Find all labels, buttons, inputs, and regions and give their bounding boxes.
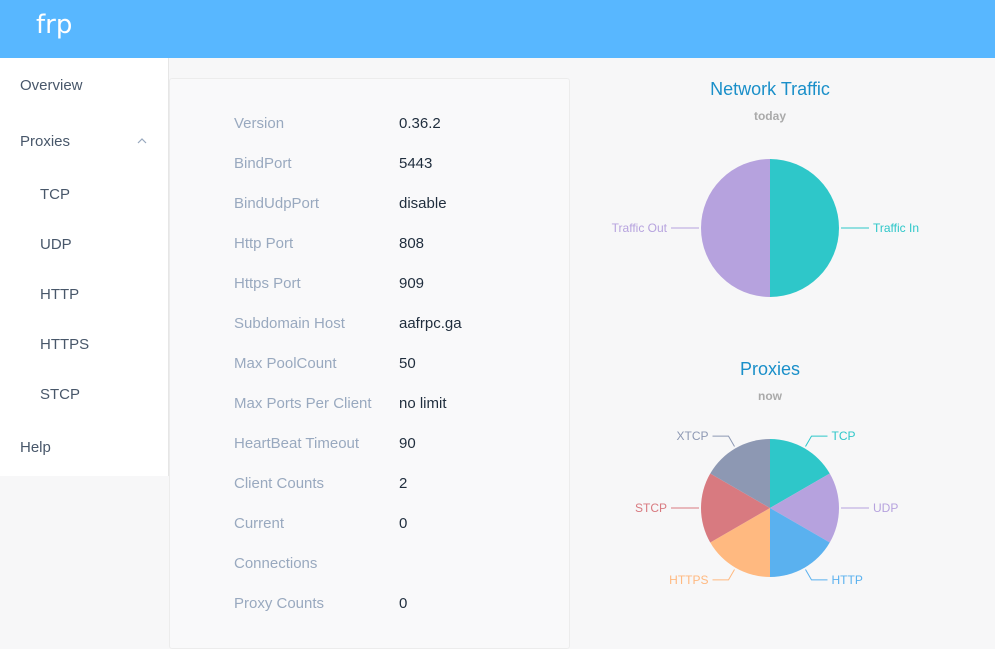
traffic-pie-chart: Traffic In Traffic Out [612, 159, 919, 297]
sidebar-item-stcp[interactable]: STCP [40, 386, 81, 403]
proxies-chart-title: Proxies [739, 359, 801, 379]
proxies-pie-chart: TCP UDP HTTP HTTPS STCP XTCP [635, 429, 898, 587]
info-row-max-poolcount: Max PoolCount 50 [170, 355, 570, 375]
info-label: Version [234, 115, 285, 132]
pie-slice-traffic-in[interactable] [770, 159, 839, 297]
pie-slice-xtcp[interactable] [710, 439, 770, 508]
info-row-http-port: Http Port 808 [170, 235, 570, 255]
pie-slice-http[interactable] [770, 508, 830, 577]
info-value: no limit [399, 395, 447, 412]
sidebar-item-proxies[interactable]: Proxies [20, 133, 71, 150]
info-label: BindPort [234, 155, 292, 172]
info-row-client-counts: Client Counts 2 [170, 475, 570, 495]
top-header: frp [0, 0, 995, 58]
sidebar-item-tcp[interactable]: TCP [40, 186, 70, 203]
info-row-heartbeat: HeartBeat Timeout 90 [170, 435, 570, 455]
info-row-current: Current 0 [170, 515, 570, 535]
info-label: Https Port [234, 275, 301, 292]
info-value: disable [399, 195, 447, 212]
info-row-https-port: Https Port 909 [170, 275, 570, 295]
pie-label-line [712, 435, 735, 447]
sidebar-item-https[interactable]: HTTPS [40, 336, 90, 353]
pie-label-line [712, 569, 735, 581]
pie-slice-traffic-out[interactable] [701, 159, 770, 297]
pie-slice-stcp[interactable] [701, 473, 770, 543]
pie-slice-tcp[interactable] [770, 439, 830, 508]
sidebar-menu: Overview Proxies TCP UDP HTTP HTTPS STCP… [0, 58, 169, 476]
info-value: 909 [399, 275, 425, 292]
info-label: BindUdpPort [234, 195, 320, 212]
info-label: HeartBeat Timeout [234, 435, 360, 452]
info-row-proxy-counts: Proxy Counts 0 [170, 595, 570, 615]
info-row-connections: Connections [170, 555, 570, 575]
sidebar-item-udp[interactable]: UDP [40, 236, 72, 253]
pie-label: TCP [832, 429, 856, 443]
info-value: 2 [399, 475, 408, 492]
pie-label: HTTPS [669, 573, 708, 587]
pie-label: STCP [635, 501, 667, 515]
info-value: 90 [399, 435, 416, 452]
info-label: Current [234, 515, 285, 532]
info-value: 0 [399, 515, 408, 532]
pie-label-line [805, 569, 828, 581]
sidebar-item-overview[interactable]: Overview [20, 77, 83, 94]
info-row-bindport: BindPort 5443 [170, 155, 570, 175]
pie-label: UDP [873, 501, 898, 515]
pie-label-line [805, 435, 828, 447]
info-label: Max PoolCount [234, 355, 337, 372]
traffic-chart-subtitle: today [753, 109, 786, 123]
info-label: Subdomain Host [234, 315, 345, 332]
info-row-version: Version 0.36.2 [170, 115, 570, 135]
pie-label: Traffic Out [612, 221, 668, 235]
info-row-subdomain-host: Subdomain Host aafrpc.ga [170, 315, 570, 335]
info-value: 5443 [399, 155, 433, 172]
proxies-chart-subtitle: now [758, 389, 782, 403]
info-value: 0.36.2 [399, 115, 441, 132]
info-row-bindudpport: BindUdpPort disable [170, 195, 570, 215]
pie-label: XTCP [676, 429, 708, 443]
info-value: aafrpc.ga [399, 315, 462, 332]
info-label: Http Port [234, 235, 294, 252]
info-value: 50 [399, 355, 416, 372]
pie-label: HTTP [832, 573, 863, 587]
pie-slice-udp[interactable] [770, 473, 839, 543]
info-label: Connections [234, 555, 318, 572]
info-row-max-ports: Max Ports Per Client no limit [170, 395, 570, 415]
traffic-chart-title: Network Traffic [710, 79, 830, 99]
sidebar-item-help[interactable]: Help [20, 439, 51, 456]
info-label: Proxy Counts [234, 595, 325, 612]
pie-label: Traffic In [873, 221, 919, 235]
chevron-up-icon[interactable] [137, 136, 147, 146]
app-logo[interactable]: frp [36, 10, 73, 40]
info-value: 0 [399, 595, 408, 612]
info-value: 808 [399, 235, 425, 252]
pie-slice-https[interactable] [710, 508, 770, 577]
info-label: Max Ports Per Client [234, 395, 372, 412]
sidebar-item-http[interactable]: HTTP [40, 286, 80, 303]
info-label: Client Counts [234, 475, 325, 492]
server-info-card: Version 0.36.2 BindPort 5443 BindUdpPort di… [169, 78, 570, 649]
